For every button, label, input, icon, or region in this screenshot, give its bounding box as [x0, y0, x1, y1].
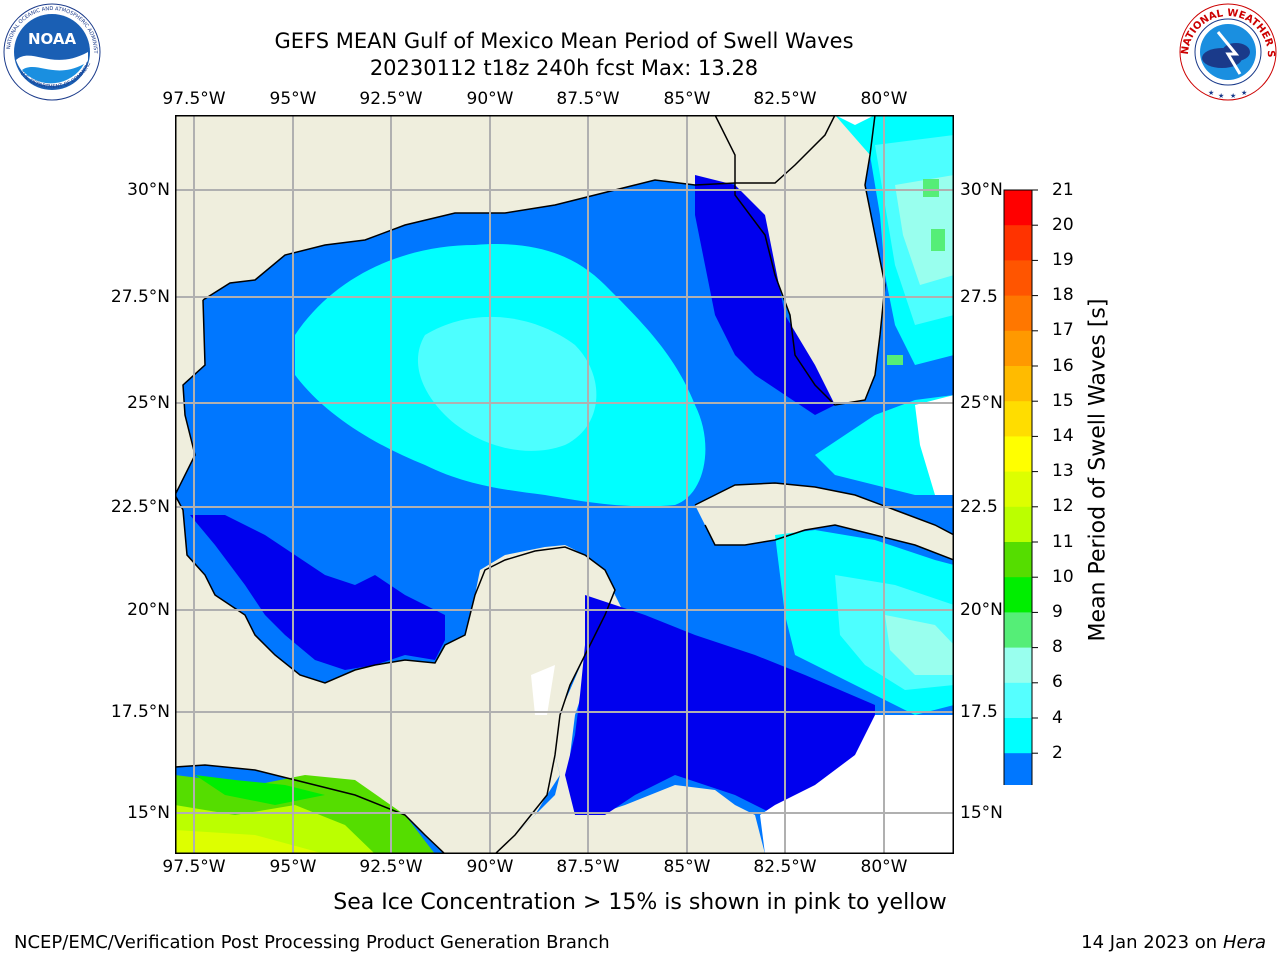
lon-label-bottom: 85°W — [663, 857, 711, 877]
colorbar-segment — [1004, 330, 1032, 367]
lon-label-top: 92.5°W — [359, 89, 423, 109]
lon-label-top: 82.5°W — [753, 89, 817, 109]
colorbar-tick: 13 — [1052, 461, 1074, 481]
lat-label-right: 27.5 — [960, 287, 998, 307]
lon-label-top: 87.5°W — [556, 89, 620, 109]
colorbar-segment — [1004, 542, 1032, 578]
chart-subtitle: 20230112 t18z 240h fcst Max: 13.28 — [369, 56, 759, 80]
swell-9-10 — [887, 179, 945, 365]
footer-host: Hera — [1222, 932, 1266, 953]
footer-date-text: 14 Jan 2023 on — [1081, 932, 1223, 953]
colorbar-tick: 14 — [1052, 426, 1074, 446]
colorbar-tick: 20 — [1052, 215, 1074, 235]
colorbar-tick: 11 — [1052, 532, 1074, 552]
colorbar-tick: 16 — [1052, 356, 1074, 376]
colorbar-tick: 21 — [1052, 180, 1074, 200]
swell-8-9 — [885, 175, 954, 675]
lon-label-bottom: 82.5°W — [753, 857, 817, 877]
lat-label-right: 20°N — [960, 600, 1003, 620]
lon-label-top: 95°W — [269, 89, 317, 109]
lat-label-right: 25°N — [960, 393, 1003, 413]
coastlines — [175, 115, 954, 854]
gridlines — [175, 115, 954, 854]
lat-label-left: 22.5°N — [110, 497, 170, 517]
lon-label-top: 97.5°W — [162, 89, 226, 109]
lat-label-left: 20°N — [127, 600, 170, 620]
colorbar-segment — [1004, 260, 1032, 297]
colorbar-label: Mean Period of Swell Waves [s] — [1085, 298, 1111, 642]
svg-text:★: ★ — [1208, 89, 1214, 97]
lon-label-bottom: 87.5°W — [556, 857, 620, 877]
colorbar — [1003, 189, 1038, 785]
colorbar-tick: 2 — [1052, 743, 1063, 763]
colorbar-frame — [1003, 189, 1033, 785]
footer-credit: NCEP/EMC/Verification Post Processing Pr… — [14, 932, 610, 953]
lat-label-right: 22.5 — [960, 497, 998, 517]
colorbar-tick: 8 — [1052, 637, 1063, 657]
lon-label-bottom: 92.5°W — [359, 857, 423, 877]
colorbar-tick: 18 — [1052, 285, 1074, 305]
lat-label-right: 30°N — [960, 180, 1003, 200]
noaa-logo-text: NOAA — [28, 30, 77, 48]
colorbar-segment — [1004, 436, 1032, 473]
lat-label-left: 25°N — [127, 393, 170, 413]
colorbar-segment — [1004, 190, 1032, 226]
lon-label-bottom: 97.5°W — [162, 857, 226, 877]
colorbar-segment — [1004, 366, 1032, 402]
lat-label-right: 17.5 — [960, 702, 998, 722]
sea-ice-area — [175, 775, 435, 854]
land — [175, 115, 954, 854]
swell-below-2 — [190, 175, 875, 815]
colorbar-segment — [1004, 577, 1032, 613]
colorbar-segment — [1004, 401, 1032, 437]
colorbar-segment — [1004, 295, 1032, 332]
chart-title: GEFS MEAN Gulf of Mexico Mean Period of … — [274, 29, 854, 53]
svg-text:★: ★ — [1241, 89, 1247, 97]
colorbar-tick: 4 — [1052, 708, 1063, 728]
lon-label-bottom: 80°W — [860, 857, 908, 877]
footer-date: 14 Jan 2023 on Hera — [1081, 932, 1266, 953]
lon-label-bottom: 95°W — [269, 857, 317, 877]
lon-label-top: 90°W — [466, 89, 514, 109]
colorbar-segment — [1004, 506, 1032, 543]
colorbar-tick: 6 — [1052, 672, 1063, 692]
colorbar-tick: 9 — [1052, 602, 1063, 622]
map-frame — [175, 115, 954, 854]
colorbar-segment — [1004, 471, 1032, 508]
colorbar-segment — [1004, 753, 1032, 785]
colorbar-tick: 10 — [1052, 567, 1074, 587]
lat-label-left: 27.5°N — [110, 287, 170, 307]
nws-logo: NATIONAL WEATHER SERVICE ★★★★ — [1178, 2, 1277, 101]
colorbar-tick: 12 — [1052, 496, 1074, 516]
lon-label-top: 80°W — [860, 89, 908, 109]
lon-label-top: 85°W — [663, 89, 711, 109]
lat-label-left: 30°N — [127, 180, 170, 200]
svg-text:★: ★ — [1230, 92, 1236, 100]
lat-label-left: 17.5°N — [110, 702, 170, 722]
colorbar-tick: 19 — [1052, 250, 1074, 270]
map-panel — [175, 115, 954, 854]
sea-ice-note: Sea Ice Concentration > 15% is shown in … — [333, 890, 947, 915]
colorbar-tick: 15 — [1052, 391, 1074, 411]
colorbar-tick: 17 — [1052, 320, 1074, 340]
noaa-logo: NOAA NATIONAL OCEANIC AND ATMOSPHERIC AD… — [2, 2, 101, 101]
lat-label-right: 15°N — [960, 803, 1003, 823]
svg-text:★: ★ — [1218, 92, 1224, 100]
colorbar-segment — [1004, 682, 1032, 719]
colorbar-segment — [1004, 718, 1032, 754]
lat-label-left: 15°N — [127, 803, 170, 823]
colorbar-segment — [1004, 225, 1032, 261]
colorbar-segment — [1004, 612, 1032, 649]
lon-label-bottom: 90°W — [466, 857, 514, 877]
no-data — [531, 115, 954, 854]
colorbar-segment — [1004, 647, 1032, 684]
